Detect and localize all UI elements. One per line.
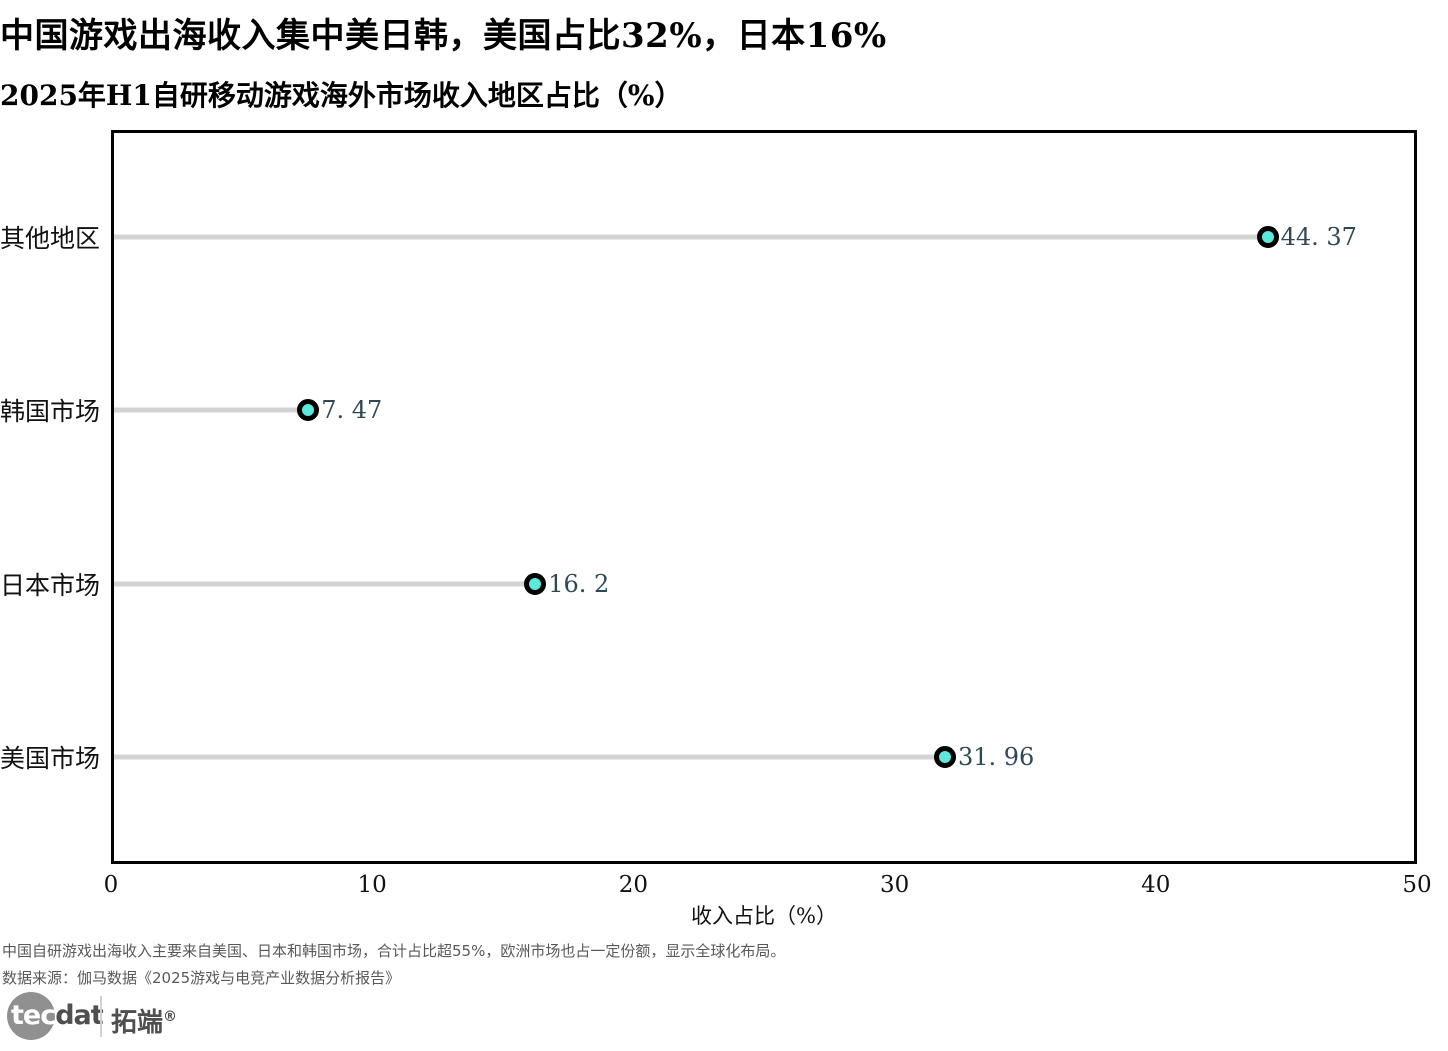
tecdat-logo: tecdat 拓端®: [7, 991, 267, 1045]
value-label: 16. 2: [548, 569, 610, 598]
chart-title: 2025年H1自研移动游戏海外市场收入地区占比（%）: [0, 79, 683, 112]
plot-area: 44. 37 其他地区 7. 47 韩国市场 16. 2 日本市场 31. 96 美国市场: [0, 130, 1417, 864]
value-label: 31. 96: [957, 742, 1035, 771]
x-axis-ticks: 0 10 20 30 40 50: [104, 872, 1432, 902]
x-axis-label: 收入占比（%）: [691, 904, 837, 928]
x-tick-label: 30: [879, 872, 910, 898]
x-tick-label: 0: [103, 872, 119, 898]
footnotes: 中国自研游戏出海收入主要来自美国、日本和韩国市场，合计占比超55%，欧洲市场也占…: [2, 938, 785, 992]
category-label: 日本市场: [0, 570, 100, 600]
logo-wordmark: tecdat: [11, 1000, 104, 1031]
data-point-dot: [524, 572, 547, 595]
x-tick-label: 10: [357, 872, 387, 898]
logo-text-tec: tec: [11, 1000, 56, 1031]
logo-divider: [100, 996, 102, 1037]
page-title: 中国游戏出海收入集中美日韩，美国占比32%，日本16%: [0, 16, 887, 56]
data-source-text: 数据来源：伽马数据《2025游戏与电竞产业数据分析报告》: [2, 969, 401, 987]
footnote-text: 中国自研游戏出海收入主要来自美国、日本和韩国市场，合计占比超55%，欧洲市场也占…: [2, 942, 786, 960]
lollipop-stem: [114, 234, 1268, 240]
registered-mark: ®: [163, 1009, 178, 1025]
category-label: 其他地区: [0, 224, 100, 254]
lollipop-stem: [114, 581, 536, 587]
logo-text-cn: 拓端®: [111, 1002, 177, 1039]
data-point-dot: [1256, 226, 1279, 249]
data-point-dot: [933, 745, 956, 768]
category-label: 韩国市场: [0, 397, 100, 427]
lollipop-stem: [114, 407, 309, 413]
logo-cn-characters: 拓端: [111, 1008, 164, 1038]
lollipop-stem: [114, 754, 945, 760]
category-label: 美国市场: [0, 743, 100, 773]
value-label: 44. 37: [1280, 223, 1357, 252]
logo-circle: [7, 992, 55, 1040]
x-tick-label: 40: [1141, 872, 1171, 898]
logo-text-dat: dat: [55, 1000, 103, 1031]
value-label: 7. 47: [321, 396, 383, 425]
data-point-dot: [297, 399, 320, 422]
x-tick-label: 20: [618, 872, 649, 898]
x-tick-label: 50: [1402, 872, 1432, 898]
